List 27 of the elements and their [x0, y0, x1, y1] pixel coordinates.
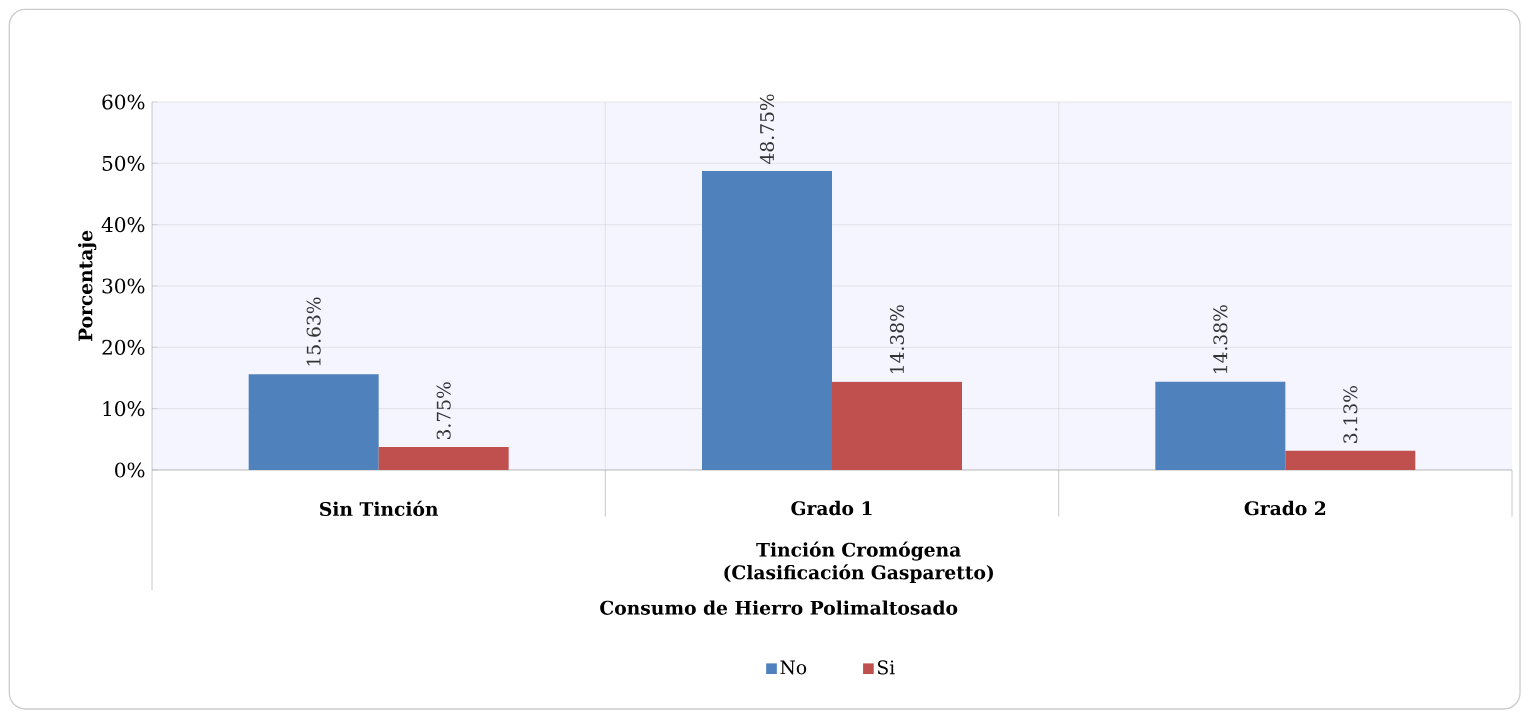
- y-tick-label: 40%: [101, 217, 145, 233]
- y-tick-label: 0%: [115, 462, 145, 478]
- x-axis-title: Consumo de Hierro Polimaltosado: [600, 600, 958, 615]
- data-label: 48.75%: [759, 94, 775, 164]
- data-label: 3.75%: [436, 382, 451, 440]
- y-axis-title: Porcentaje: [78, 230, 97, 342]
- y-tick-label: 60%: [102, 94, 145, 110]
- bar: [378, 446, 509, 470]
- text: Tinción Cromógena (Clasificación Gasparetto): [724, 541, 993, 584]
- bar: [832, 381, 962, 470]
- data-label: 14.38%: [1213, 305, 1228, 374]
- legend-label: No: [780, 660, 807, 675]
- x-tick-label: Sin Tinción: [320, 500, 439, 517]
- y-tick-label: 10%: [103, 401, 145, 417]
- bar: [702, 171, 832, 470]
- bar: [248, 374, 379, 470]
- y-tick-label: 50%: [102, 155, 145, 171]
- bar: [1155, 381, 1286, 470]
- data-label: 15.63%: [306, 297, 321, 366]
- data-label: 14.38%: [889, 305, 905, 374]
- x-tick-label: Grado 1: [791, 500, 872, 516]
- y-tick-label: 20%: [102, 339, 145, 355]
- y-tick-label: 30%: [102, 278, 145, 294]
- legend-label: Si: [877, 660, 895, 675]
- x-tick-label: Grado 2: [1244, 500, 1326, 516]
- bar: [1285, 450, 1416, 470]
- data-label: 3.13%: [1343, 386, 1358, 443]
